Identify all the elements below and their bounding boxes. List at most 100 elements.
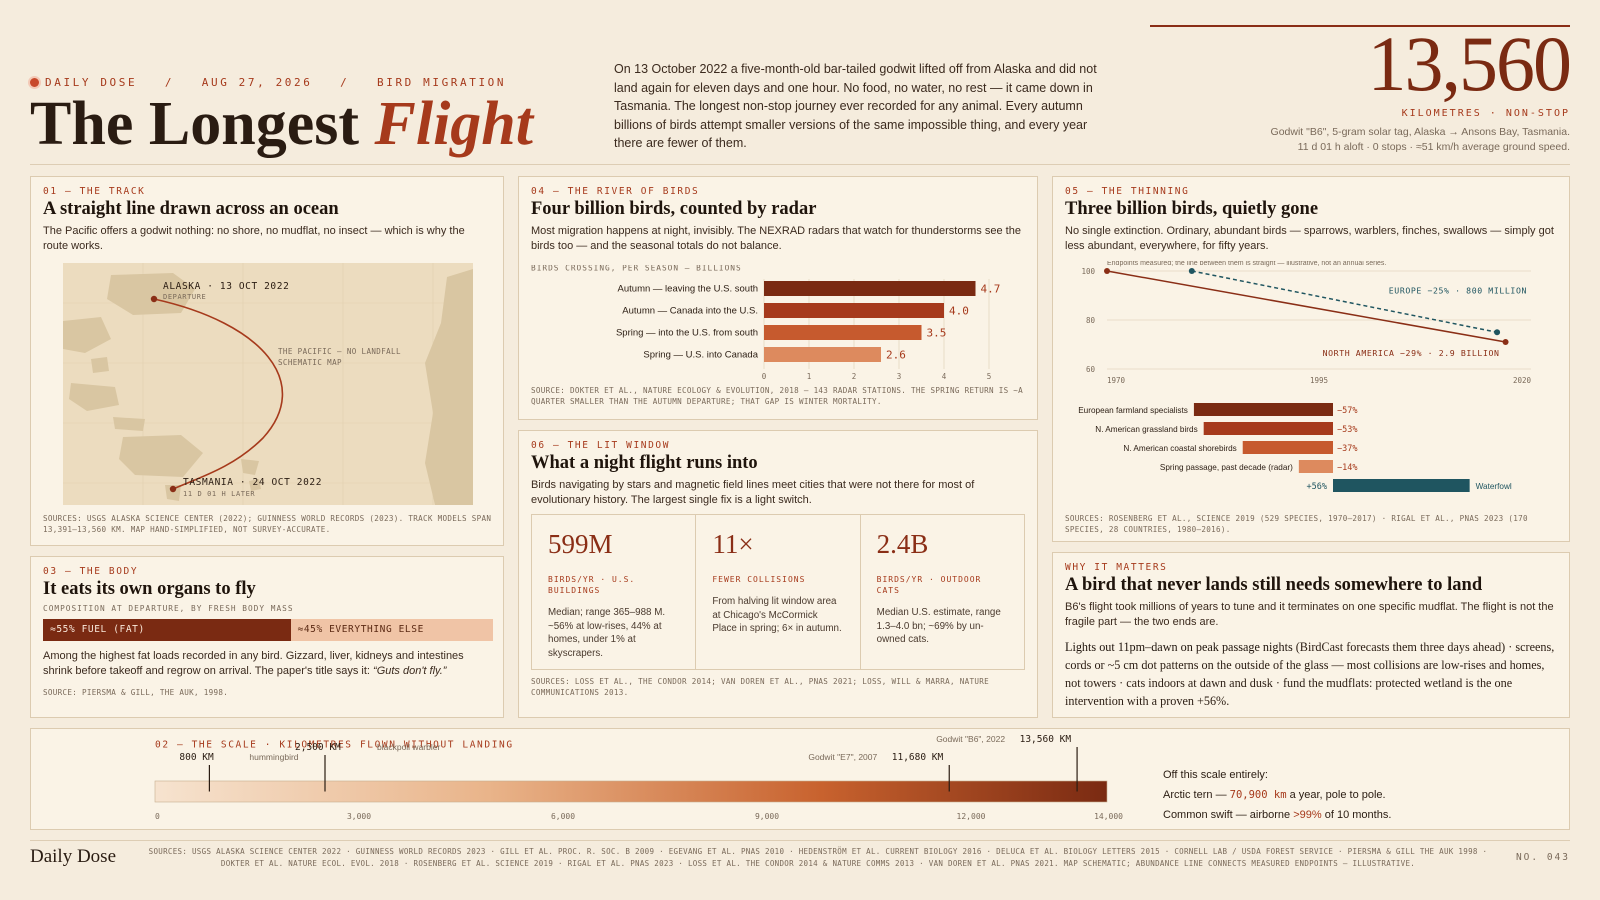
change-bar [1298, 460, 1333, 473]
x-tick-label: 0 [762, 372, 767, 379]
bar-value-label: −53% [1337, 425, 1357, 435]
scale-bar [154, 780, 1108, 803]
footer-brand: Daily Dose [30, 846, 117, 867]
series-line-north-america [1106, 270, 1506, 343]
swift-text: Common swift — airborne [1163, 809, 1294, 821]
change-bar [1193, 403, 1333, 416]
big-stat-note: 11 d 01 h aloft · 0 stops · ≈51 km/h ave… [1297, 141, 1570, 153]
bar-value-label: −37% [1337, 444, 1357, 454]
schematic-map: ALASKA · 13 OCT 2022 DEPARTURE THE PACIF… [63, 263, 473, 505]
tasmania-sub: 11 D 01 H LATER [183, 490, 255, 498]
marker-value: 800 KM [179, 752, 214, 763]
bar-value-label: −57% [1337, 406, 1357, 416]
tern-value: 70,900 km [1229, 789, 1287, 801]
footer-sources: SOURCES: USGS ALASKA SCIENCE CENTER 2022… [148, 846, 1488, 869]
panel-title: What a night flight runs into [531, 453, 758, 473]
sidenote-tern: Arctic tern — 70,900 km a year, pole to … [1163, 785, 1391, 805]
category-label: Spring passage, past decade (radar) [1160, 463, 1293, 472]
category-label: N. American coastal shorebirds [1123, 444, 1236, 453]
chart-title: BIRDS CROSSING, PER SEASON — BILLIONS [531, 265, 742, 273]
category-label: Autumn — Canada into the U.S. [622, 306, 758, 317]
x-tick-label: 1970 [1107, 376, 1126, 385]
panel-source: SOURCE: DOKTER ET AL., NATURE ECOLOGY & … [531, 386, 1024, 406]
land-shape [113, 417, 145, 431]
stat-cell-buildings: 599M BIRDS/YR · U.S. BUILDINGS Median; r… [532, 515, 697, 669]
x-tick-label: 3,000 [347, 812, 371, 821]
panel-body-composition: 03 — THE BODY It eats its own organs to … [30, 556, 504, 718]
rest-segment: ≈45% EVERYTHING ELSE [290, 619, 493, 641]
thinning-charts: Endpoints measured; the line between the… [1078, 261, 1531, 492]
panel-kicker: 03 — THE BODY [43, 566, 139, 577]
marker-name: hummingbird [249, 752, 298, 762]
tern-text: a year, pole to pole. [1286, 789, 1386, 801]
map-svg: ALASKA · 13 OCT 2022 DEPARTURE THE PACIF… [63, 263, 473, 505]
issue-number: NO. 043 [1515, 852, 1570, 863]
big-stat-note: Godwit "B6", 5-gram solar tag, Alaska → … [1270, 126, 1570, 138]
bar [764, 303, 944, 318]
flight-track [153, 298, 284, 490]
panel-kicker: 02 — THE SCALE · KILOMETRES FLOWN WITHOU… [155, 739, 514, 750]
landmass-shapes [63, 269, 473, 505]
panel-kicker: 05 — THE THINNING [1065, 186, 1190, 197]
ocean-sublabel: SCHEMATIC MAP [278, 358, 342, 367]
page-header: DAILY DOSE / AUG 27, 2026 / BIRD MIGRATI… [30, 0, 1572, 166]
bar-value-label: +56% [1307, 482, 1327, 492]
stat-cell-cats: 2.4B BIRDS/YR · OUTDOOR CATS Median U.S.… [861, 515, 1024, 669]
category-label: Spring — into the U.S. from south [616, 328, 758, 339]
x-tick-label: 6,000 [551, 812, 575, 821]
change-bar [1333, 479, 1470, 492]
stat-cell-collisions: 11× FEWER COLLISIONS From halving lit wi… [696, 515, 861, 669]
change-bar [1203, 422, 1333, 435]
panel-scale: 02 — THE SCALE · KILOMETRES FLOWN WITHOU… [30, 728, 1570, 830]
panel-body: Most migration happens at night, invisib… [531, 225, 1021, 252]
intro-paragraph: On 13 October 2022 a five-month-old bar-… [614, 62, 1097, 150]
panel-radar: 04 — THE RIVER OF BIRDS Four billion bir… [518, 176, 1038, 420]
title-accent: Flight [374, 90, 533, 158]
panel-title: A straight line drawn across an ocean [43, 199, 339, 219]
big-stat-unit: KILOMETRES · NON-STOP [1401, 108, 1570, 119]
action-rest: (BirdCast forecasts them three days ahea… [1065, 640, 1555, 708]
category-label: Autumn — leaving the U.S. south [618, 284, 758, 295]
bar [764, 347, 881, 362]
chart-annotation: Endpoints measured; the line between the… [1107, 261, 1386, 267]
swift-value: >99% [1293, 809, 1322, 821]
radar-bar-chart: BIRDS CROSSING, PER SEASON — BILLIONS 0 1 2… [531, 265, 1001, 379]
marker-value: 11,680 KM [892, 752, 944, 763]
change-bar [1242, 441, 1333, 454]
panel-title: Four billion birds, counted by radar [531, 199, 817, 219]
panel-kicker: WHY IT MATTERS [1065, 562, 1168, 573]
americas-land [425, 269, 473, 505]
marker-name: blackpoll warbler [377, 742, 440, 752]
alaska-label: ALASKA · 13 OCT 2022 [163, 281, 289, 292]
tasmania-land [165, 485, 181, 501]
sidenote-swift: Common swift — airborne >99% of 10 month… [1163, 805, 1391, 825]
category-label: European farmland specialists [1078, 406, 1188, 415]
panel-title: Three billion birds, quietly gone [1065, 199, 1319, 219]
action-lead: Lights out 11pm–dawn on peak passage nig… [1065, 640, 1293, 654]
panel-source: SOURCES: USGS ALASKA SCIENCE CENTER (202… [43, 514, 492, 534]
marker-name: Godwit "E7", 2007 [808, 752, 877, 762]
scale-sidenote: Off this scale entirely: Arctic tern — 7… [1163, 765, 1391, 825]
stat-value: 11× [712, 529, 754, 559]
distance-scale-chart: 02 — THE SCALE · KILOMETRES FLOWN WITHOU… [154, 734, 1123, 821]
series-point [1502, 339, 1509, 346]
series-point [1494, 329, 1501, 336]
tasmania-label: TASMANIA · 24 OCT 2022 [183, 477, 322, 488]
y-tick-label: 100 [1081, 267, 1095, 276]
bar-value-label: 4.7 [981, 283, 1001, 296]
category-label: Spring — U.S. into Canada [643, 350, 758, 361]
action-list: Lights out 11pm–dawn on peak passage nig… [1065, 638, 1557, 710]
panel-body: Among the highest fat loads recorded in … [43, 649, 491, 679]
stat-label: BIRDS/YR · OUTDOOR CATS [876, 575, 982, 595]
bar-value-label: −14% [1337, 463, 1357, 473]
live-dot-icon [30, 78, 39, 87]
y-tick-label: 60 [1086, 365, 1096, 374]
x-tick-label: 4 [942, 372, 947, 379]
x-tick-label: 2 [852, 372, 857, 379]
sidenote-head: Off this scale entirely: [1163, 769, 1268, 781]
footer-sources-line: DOKTER ET AL. NATURE ECOL. EVOL. 2018 · … [220, 858, 1416, 868]
stat-value: 2.4B [876, 529, 929, 559]
bar [764, 281, 976, 296]
land-shape [249, 479, 261, 491]
footer-sources-line: SOURCES: USGS ALASKA SCIENCE CENTER 2022… [148, 847, 1488, 856]
